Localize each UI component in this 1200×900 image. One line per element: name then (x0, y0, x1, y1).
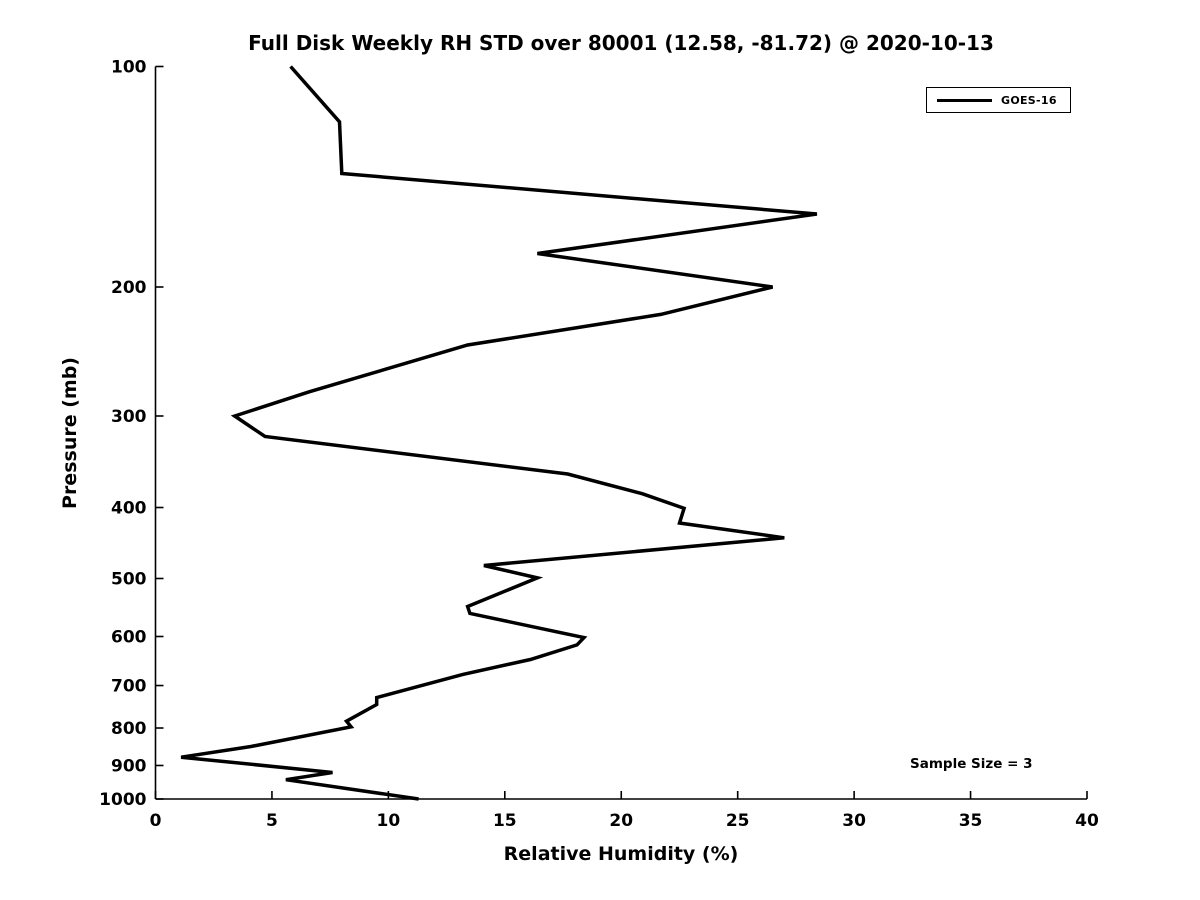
x-tick-label: 10 (377, 811, 401, 831)
y-tick-label: 600 (111, 627, 147, 647)
x-tick-label: 40 (1075, 811, 1099, 831)
x-tick-label: 15 (493, 811, 517, 831)
x-tick-label: 5 (266, 811, 278, 831)
x-tick-label: 20 (609, 811, 633, 831)
x-tick-label: 35 (959, 811, 983, 831)
x-tick-label: 0 (150, 811, 162, 831)
data-line-goes-16 (180, 65, 818, 801)
sample-size-annotation: Sample Size = 3 (910, 756, 1033, 772)
chart-title: Full Disk Weekly RH STD over 80001 (12.5… (248, 31, 994, 55)
y-tick-label: 1000 (99, 790, 146, 810)
y-tick-label: 400 (111, 499, 147, 519)
y-tick-label: 500 (111, 569, 147, 589)
legend-label: GOES-16 (1001, 93, 1057, 107)
y-tick-label: 200 (111, 278, 147, 298)
legend: GOES-16 (926, 87, 1071, 113)
x-tick-label: 25 (726, 811, 750, 831)
y-tick-label: 100 (111, 58, 147, 78)
legend-line-swatch (937, 98, 992, 102)
y-tick-label: 700 (111, 677, 147, 697)
y-tick-label: 300 (111, 407, 147, 427)
x-axis-label: Relative Humidity (%) (503, 843, 739, 865)
y-tick-label: 800 (111, 719, 147, 739)
y-tick-label: 900 (111, 756, 147, 776)
x-tick-label: 30 (842, 811, 866, 831)
